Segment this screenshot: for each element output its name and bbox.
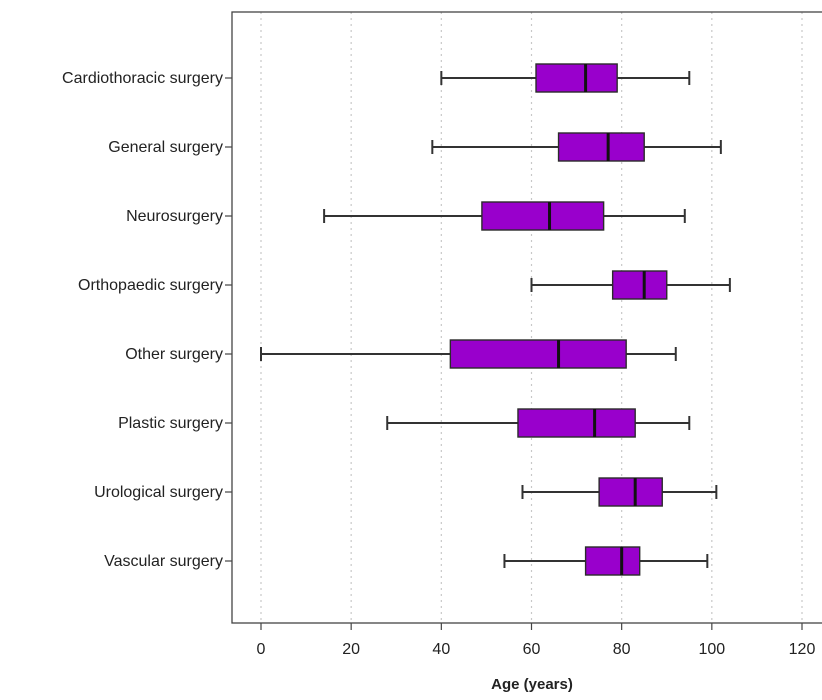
x-tick-label-120: 120 [789, 641, 816, 658]
box-group-orthopaedic-surgery [530, 270, 731, 300]
x-tick-label-100: 100 [698, 641, 725, 658]
grid-layer [260, 12, 803, 623]
box-iqr-vascular-surgery [584, 546, 641, 576]
x-tick-label-20: 20 [342, 641, 360, 658]
plot-frame [231, 11, 822, 624]
box-iqr-urological-surgery [598, 477, 663, 507]
x-tick-label-80: 80 [613, 641, 631, 658]
box-group-other-surgery [260, 339, 677, 369]
box-iqr-orthopaedic-surgery [611, 270, 668, 300]
category-label-other-surgery: Other surgery [125, 346, 223, 363]
category-label-general-surgery: General surgery [108, 139, 223, 156]
box-group-neurosurgery [323, 201, 686, 231]
category-label-orthopaedic-surgery: Orthopaedic surgery [78, 277, 223, 294]
category-label-urological-surgery: Urological surgery [94, 484, 223, 501]
box-group-urological-surgery [521, 477, 718, 507]
box-group-plastic-surgery [386, 408, 691, 438]
box-group-vascular-surgery [503, 546, 709, 576]
x-axis-ticks: 0 20 40 60 80 100 120 [257, 623, 816, 658]
x-tick-label-40: 40 [432, 641, 450, 658]
category-label-cardiothoracic-surgery: Cardiothoracic surgery [62, 70, 223, 87]
category-label-neurosurgery: Neurosurgery [126, 208, 223, 225]
category-label-plastic-surgery: Plastic surgery [118, 415, 223, 432]
x-tick-label-60: 60 [523, 641, 541, 658]
box-iqr-other-surgery [449, 339, 627, 369]
category-labels: Cardiothoracic surgery General surgery Neu… [62, 70, 232, 570]
box-iqr-neurosurgery [481, 201, 605, 231]
box-iqr-plastic-surgery [517, 408, 636, 438]
box-group-general-surgery [431, 132, 722, 162]
category-label-vascular-surgery: Vascular surgery [104, 553, 223, 570]
x-axis-title: Age (years) [491, 676, 573, 693]
box-iqr-general-surgery [557, 132, 645, 162]
box-group-cardiothoracic-surgery [440, 63, 691, 93]
box-layer [260, 63, 731, 576]
x-tick-label-0: 0 [257, 641, 266, 658]
box-iqr-cardiothoracic-surgery [535, 63, 618, 93]
